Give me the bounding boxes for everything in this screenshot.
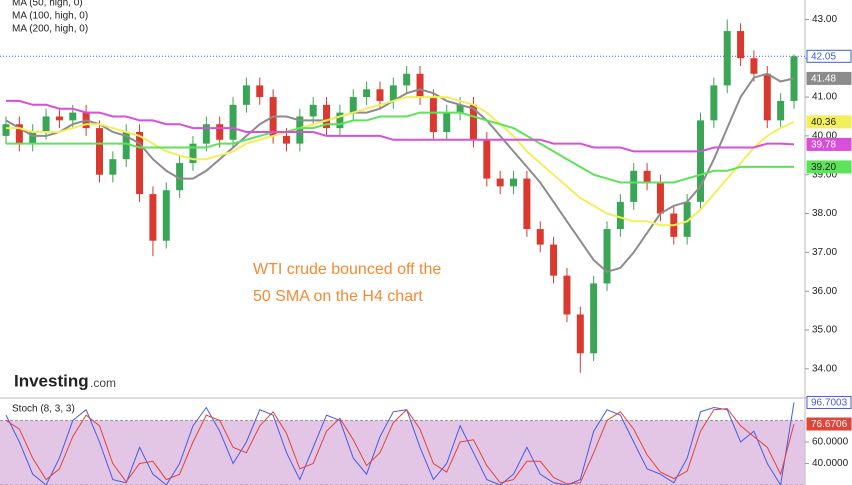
candle-body	[349, 97, 357, 113]
y-tick-label: 34.00	[812, 363, 837, 374]
candle-body	[456, 104, 464, 113]
candle-body	[710, 85, 718, 121]
price-label-box	[806, 115, 852, 129]
candle-body	[229, 104, 237, 140]
candle-body	[95, 128, 103, 175]
y-tick-label: 40.0000	[812, 458, 849, 469]
stoch-panel: 40.0000 60.0000 96.7003 76.6706 Stoch (8, 3,…	[0, 395, 852, 485]
candle-body	[202, 124, 210, 144]
candle-body	[363, 89, 371, 98]
candle-body	[176, 163, 184, 191]
candle-body	[296, 116, 304, 144]
y-tick-label: 40.00	[812, 131, 837, 142]
candle-body	[630, 170, 638, 202]
candle-body	[55, 116, 63, 121]
price-label-box	[806, 395, 852, 409]
candle-body	[69, 112, 77, 121]
y-tick-label: 43.00	[812, 14, 837, 25]
legend-entry: MA (100, high, 0)	[12, 11, 88, 22]
candle-body	[590, 283, 598, 354]
candle-body	[109, 159, 117, 175]
candle-body	[656, 182, 664, 214]
annotation: WTI crude bounced off the	[253, 261, 441, 278]
candle-body	[389, 85, 397, 101]
price-label: 76.6706	[811, 419, 848, 430]
candle-body	[162, 190, 170, 241]
candle-body	[242, 85, 250, 105]
price-label: 39.78	[811, 140, 836, 151]
candle-body	[697, 120, 705, 202]
candle-body	[469, 104, 477, 140]
candle-body	[683, 201, 691, 237]
price-label: 39.20	[811, 162, 836, 173]
candle-body	[750, 58, 758, 74]
candle-body	[2, 124, 10, 136]
candle-body	[510, 178, 518, 187]
candle-body	[550, 244, 558, 276]
candle-body	[443, 112, 451, 132]
candle-body	[122, 132, 130, 160]
candle-body	[576, 314, 584, 354]
watermark-suffix: .com	[90, 376, 116, 390]
price-label: 96.7003	[811, 398, 848, 409]
candle-body	[777, 100, 785, 121]
y-tick-label: 39.00	[812, 169, 837, 180]
candle-body	[483, 139, 491, 179]
candle-body	[416, 73, 424, 98]
price-label-box	[806, 49, 852, 63]
candle-body	[643, 170, 651, 183]
panel-title: Stoch (8, 3, 3)	[12, 404, 75, 415]
watermark-brand: Investing	[14, 371, 89, 390]
candle-body	[216, 124, 224, 140]
candle-body	[149, 194, 157, 241]
candle-body	[376, 89, 384, 101]
y-tick-label: 36.00	[812, 286, 837, 297]
legend-entry: MA (50, high, 0)	[12, 0, 83, 9]
ma-line	[5, 408, 795, 485]
candle-body	[256, 85, 264, 98]
candle-body	[309, 104, 317, 117]
annotation: 50 SMA on the H4 chart	[253, 288, 423, 305]
candle-body	[403, 73, 411, 86]
candle-body	[336, 112, 344, 129]
price-label: 42.05	[811, 51, 836, 62]
y-tick-label: 60.0000	[812, 437, 849, 448]
ma-line	[6, 99, 795, 153]
candle-body	[603, 229, 611, 284]
stoch-band	[0, 420, 805, 485]
candle-body	[42, 116, 50, 132]
y-tick-label: 35.00	[812, 325, 837, 336]
main-panel: 34.00 35.00 36.00 37.00 38.00 39.00 40.00 41.00…	[0, 0, 852, 390]
price-label: 40.36	[811, 117, 836, 128]
ma-line	[5, 402, 795, 485]
y-tick-label: 37.00	[812, 247, 837, 258]
candle-body	[763, 73, 771, 121]
ma-line	[6, 96, 795, 227]
candle-body	[323, 104, 331, 129]
candle-body	[723, 31, 731, 86]
candle-body	[15, 124, 23, 144]
candle-body	[536, 229, 544, 245]
candle-body	[136, 132, 144, 195]
price-label-box	[806, 71, 852, 85]
legend-entry: MA (200, high, 0)	[12, 24, 88, 35]
price-label-box	[806, 417, 852, 431]
candle-body	[282, 135, 290, 144]
y-tick-label: 38.00	[812, 208, 837, 219]
candle-body	[496, 178, 504, 187]
ma-line	[5, 72, 795, 273]
candle-body	[563, 275, 571, 315]
candle-body	[737, 31, 745, 59]
price-label: 41.48	[811, 74, 836, 85]
candle-body	[616, 201, 624, 230]
y-tick-label: 41.00	[812, 92, 837, 103]
price-label-box	[806, 160, 852, 174]
candle-body	[429, 97, 437, 132]
candle-body	[189, 143, 197, 164]
ma-line	[6, 111, 794, 184]
candle-body	[29, 132, 37, 144]
price-label-box	[806, 137, 852, 151]
candle-body	[523, 178, 531, 230]
